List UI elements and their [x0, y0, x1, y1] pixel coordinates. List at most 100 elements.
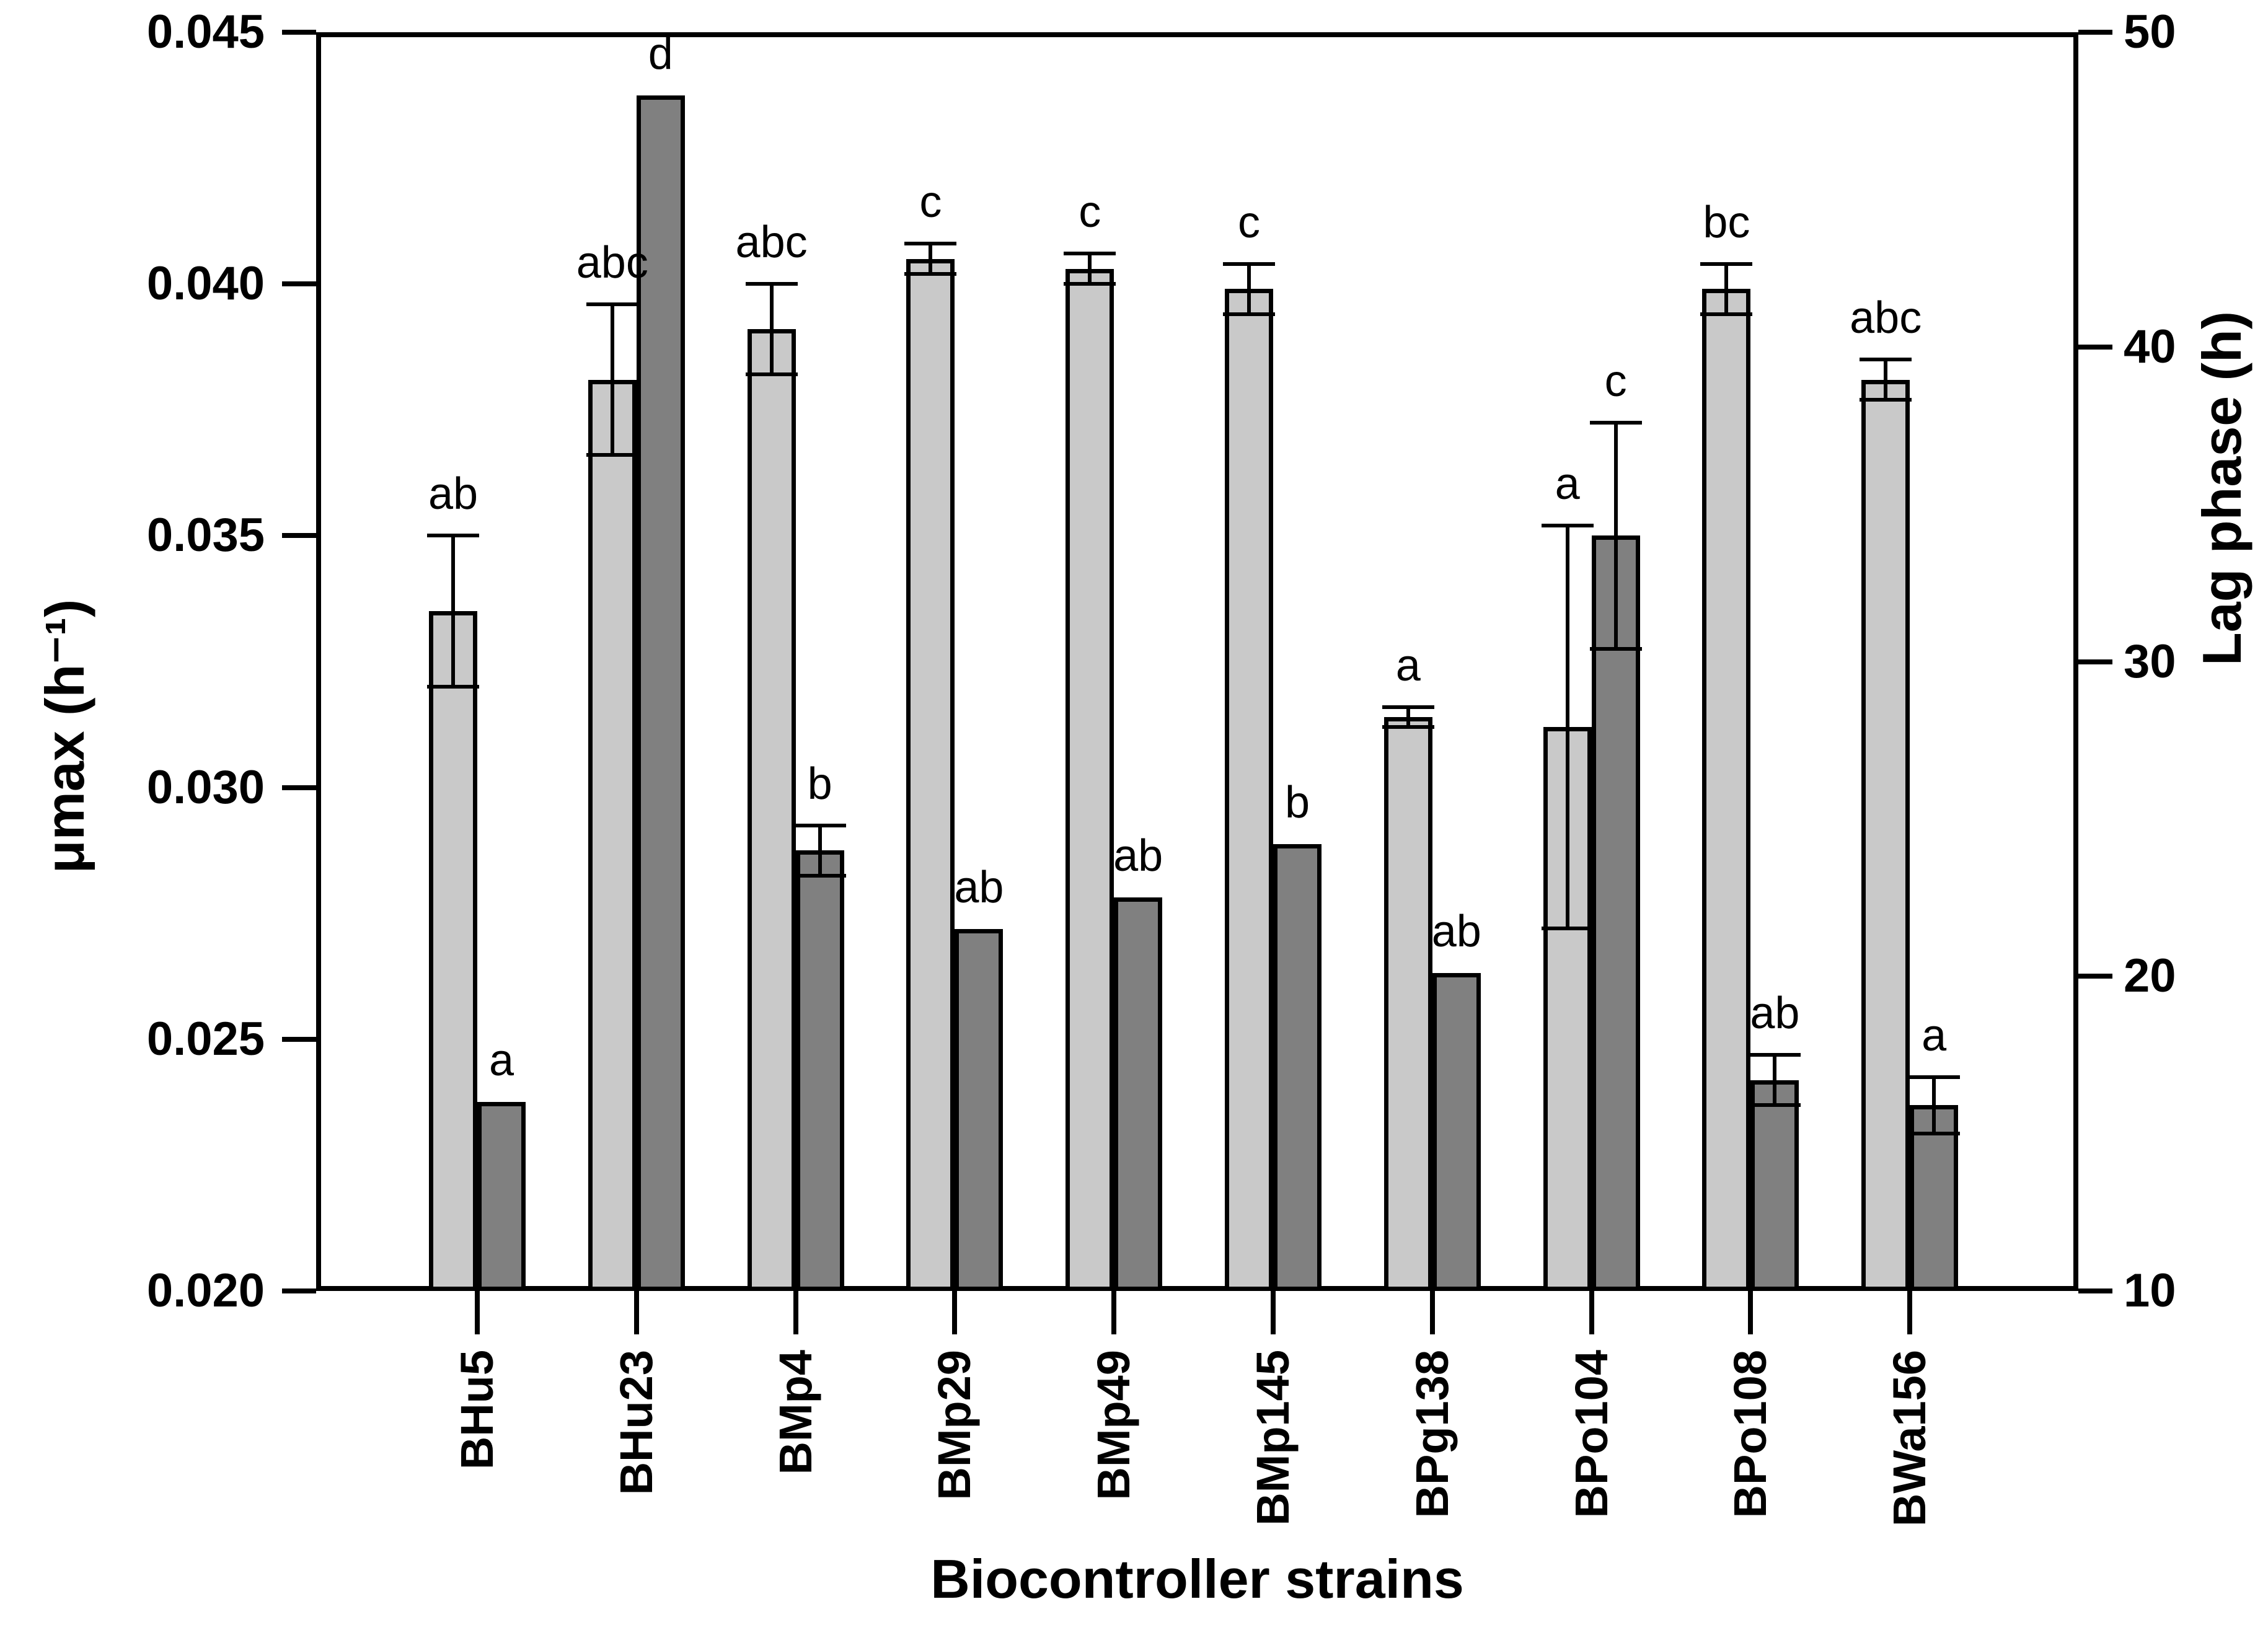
x-axis-tick — [1907, 1291, 1913, 1334]
error-bar-cap — [1749, 1053, 1801, 1057]
umax-bar — [1702, 289, 1751, 1291]
significance-letter: bc — [1703, 197, 1750, 247]
y-axis-right-tick-label: 20 — [2124, 949, 2176, 1003]
error-bar-cap — [1908, 1132, 1961, 1136]
error-bar-cap — [1700, 312, 1753, 316]
y-axis-right-tick-label: 10 — [2124, 1264, 2176, 1317]
error-bar-cap — [904, 271, 957, 276]
umax-bar — [1066, 268, 1114, 1291]
umax-bar — [588, 379, 637, 1291]
y-axis-right-tick-label: 30 — [2124, 635, 2176, 688]
y-axis-left-tick-label: 0.035 — [146, 509, 265, 562]
lag_phase-bar — [1750, 1080, 1799, 1291]
error-bar-cap — [1064, 252, 1116, 256]
significance-letter: d — [648, 29, 673, 79]
error-bar-cap — [1860, 358, 1912, 362]
error-bar-cap — [745, 372, 798, 377]
y-axis-left-tick — [282, 281, 316, 287]
error-bar-cap — [1382, 725, 1434, 729]
significance-letter: a — [1395, 640, 1421, 690]
x-axis-category-label: BHu5 — [451, 1350, 503, 1470]
significance-letter: a — [488, 1036, 514, 1086]
error-bar-cap — [745, 282, 798, 286]
error-bar-cap — [1589, 647, 1642, 651]
error-bar-cap — [1749, 1103, 1801, 1108]
y-axis-right-tick-label: 40 — [2124, 320, 2176, 373]
error-bar-cap — [1541, 927, 1594, 931]
significance-letter: ab — [954, 863, 1004, 913]
x-axis-tick — [475, 1291, 480, 1334]
y-axis-left-tick-label: 0.040 — [146, 257, 265, 311]
y-axis-title-left: μmax (h⁻¹) — [34, 599, 95, 873]
significance-letter: c — [1238, 197, 1260, 247]
y-axis-right-tick-label: 50 — [2124, 6, 2176, 58]
x-axis-tick — [1748, 1291, 1754, 1334]
y-axis-left-tick — [282, 1288, 316, 1293]
error-bar — [818, 825, 822, 876]
y-axis-left-tick — [282, 533, 316, 539]
error-bar-cap — [1382, 705, 1434, 709]
significance-letter: a — [1922, 1010, 1947, 1060]
error-bar-cap — [427, 685, 479, 689]
error-bar-cap — [1223, 262, 1275, 266]
error-bar-cap — [1700, 262, 1753, 266]
x-axis-category-label: BMp29 — [929, 1350, 981, 1500]
y-axis-right-tick — [2078, 974, 2112, 979]
lag_phase-bar — [636, 95, 685, 1291]
error-bar — [1406, 707, 1410, 728]
umax-bar — [1225, 289, 1273, 1291]
error-bar-cap — [427, 534, 479, 538]
error-bar-cap — [586, 302, 638, 306]
lag_phase-bar — [795, 850, 844, 1291]
error-bar — [1565, 526, 1569, 929]
x-axis-category-label: BPg138 — [1406, 1350, 1458, 1518]
error-bar — [1247, 263, 1251, 314]
error-bar — [1724, 263, 1729, 314]
error-bar — [1088, 253, 1092, 284]
significance-letter: a — [1555, 459, 1580, 509]
error-bar — [929, 244, 933, 274]
error-bar — [451, 535, 455, 687]
x-axis-tick — [1271, 1291, 1276, 1334]
error-bar-cap — [1908, 1075, 1961, 1079]
x-axis-category-label: BMp145 — [1247, 1350, 1299, 1526]
error-bar — [1773, 1055, 1777, 1106]
significance-letter: b — [807, 759, 832, 809]
lag_phase-bar — [1432, 973, 1481, 1291]
error-bar — [610, 304, 614, 456]
y-axis-left-tick — [282, 1036, 316, 1042]
error-bar-cap — [793, 873, 846, 878]
x-axis-tick — [633, 1291, 639, 1334]
x-axis-tick — [1429, 1291, 1435, 1334]
x-axis-category-label: BMp49 — [1088, 1350, 1140, 1500]
y-axis-left-tick — [282, 30, 316, 35]
x-axis-category-label: BPo104 — [1565, 1350, 1617, 1518]
error-bar-cap — [1860, 398, 1912, 402]
x-axis-title: Biocontroller strains — [930, 1548, 1464, 1610]
significance-letter: ab — [1431, 907, 1481, 957]
x-axis-tick — [793, 1291, 798, 1334]
error-bar-cap — [1223, 312, 1275, 316]
x-axis-category-label: BHu23 — [610, 1350, 662, 1495]
y-axis-left-tick-label: 0.045 — [146, 6, 265, 58]
error-bar — [1613, 422, 1618, 650]
significance-letter: abc — [576, 237, 648, 288]
lag_phase-bar — [1910, 1105, 1959, 1291]
error-bar-cap — [793, 823, 846, 827]
y-axis-right-tick — [2078, 344, 2112, 350]
umax-bar — [1861, 379, 1910, 1291]
y-axis-title-right: Lag phase (h) — [2191, 311, 2253, 666]
lag_phase-bar — [1273, 844, 1322, 1291]
error-bar-cap — [1589, 420, 1642, 425]
x-axis-category-label: BWa156 — [1884, 1350, 1936, 1527]
error-bar — [1932, 1077, 1936, 1134]
y-axis-left-tick — [282, 785, 316, 790]
y-axis-right-tick — [2078, 659, 2112, 664]
y-axis-right-tick — [2078, 1288, 2112, 1293]
lag_phase-bar — [955, 929, 1004, 1291]
error-bar-cap — [586, 453, 638, 457]
x-axis-tick — [1589, 1291, 1594, 1334]
x-axis-category-label: BPo108 — [1724, 1350, 1776, 1518]
y-axis-left-tick-label: 0.025 — [146, 1012, 265, 1065]
